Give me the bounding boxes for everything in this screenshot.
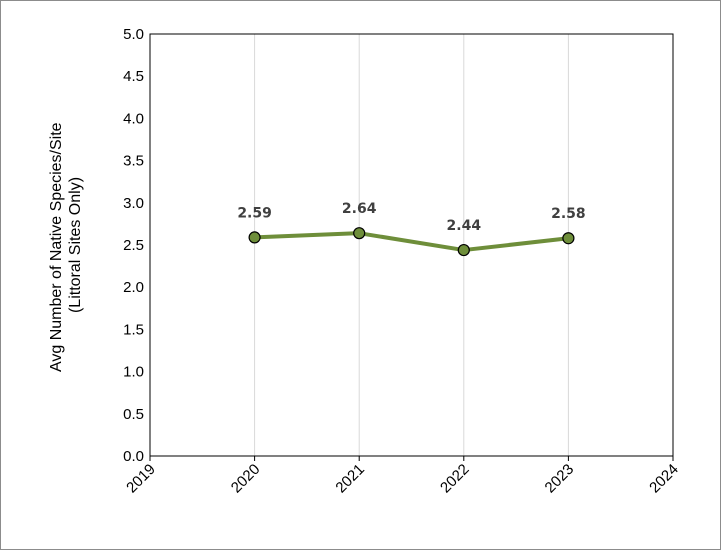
x-tick-label: 2021 — [332, 461, 368, 497]
series: 2.59 2.64 2.44 2.58 — [237, 201, 586, 257]
plot-area — [149, 33, 674, 457]
y-tick-label: 0.5 — [123, 406, 144, 423]
data-label: 2.58 — [551, 206, 586, 222]
x-axis: 2019 2020 2021 2022 2023 2024 — [123, 456, 682, 496]
y-tick-label: 2.0 — [123, 279, 144, 296]
series-line — [252, 231, 571, 253]
y-tick-label: 1.0 — [123, 364, 144, 381]
x-tick-label: 2020 — [228, 461, 264, 497]
y-tick-label: 5.0 — [123, 26, 144, 43]
data-point — [562, 232, 575, 245]
y-axis: 0.0 0.5 1.0 1.5 2.0 2.5 3.0 3.5 4.0 4.5 5.0 — [123, 26, 144, 465]
x-tick-label: 2023 — [542, 461, 578, 497]
y-tick-label: 3.0 — [123, 195, 144, 212]
data-point — [457, 243, 470, 257]
y-tick-label: 4.5 — [123, 68, 144, 85]
y-axis-label-line-1: Avg Number of Native Species/Site — [48, 122, 65, 372]
data-point — [353, 227, 366, 240]
y-tick-label: 4.0 — [123, 110, 144, 127]
y-tick-label: 2.5 — [123, 237, 144, 254]
data-point — [248, 231, 261, 244]
y-axis-label: Avg Number of Native Species/Site (Litto… — [48, 118, 84, 372]
x-tick-label: 2022 — [437, 461, 473, 497]
x-tick-label: 2024 — [646, 461, 682, 497]
y-tick-label: 0.0 — [123, 448, 144, 465]
y-tick-label: 1.5 — [123, 321, 144, 338]
data-label: 2.44 — [447, 218, 482, 234]
x-tick-label: 2019 — [123, 461, 159, 497]
data-label: 2.64 — [342, 201, 377, 217]
y-tick-label: 3.5 — [123, 153, 144, 170]
y-axis-label-line-2: (Littoral Sites Only) — [67, 177, 84, 313]
data-label: 2.59 — [237, 205, 272, 221]
